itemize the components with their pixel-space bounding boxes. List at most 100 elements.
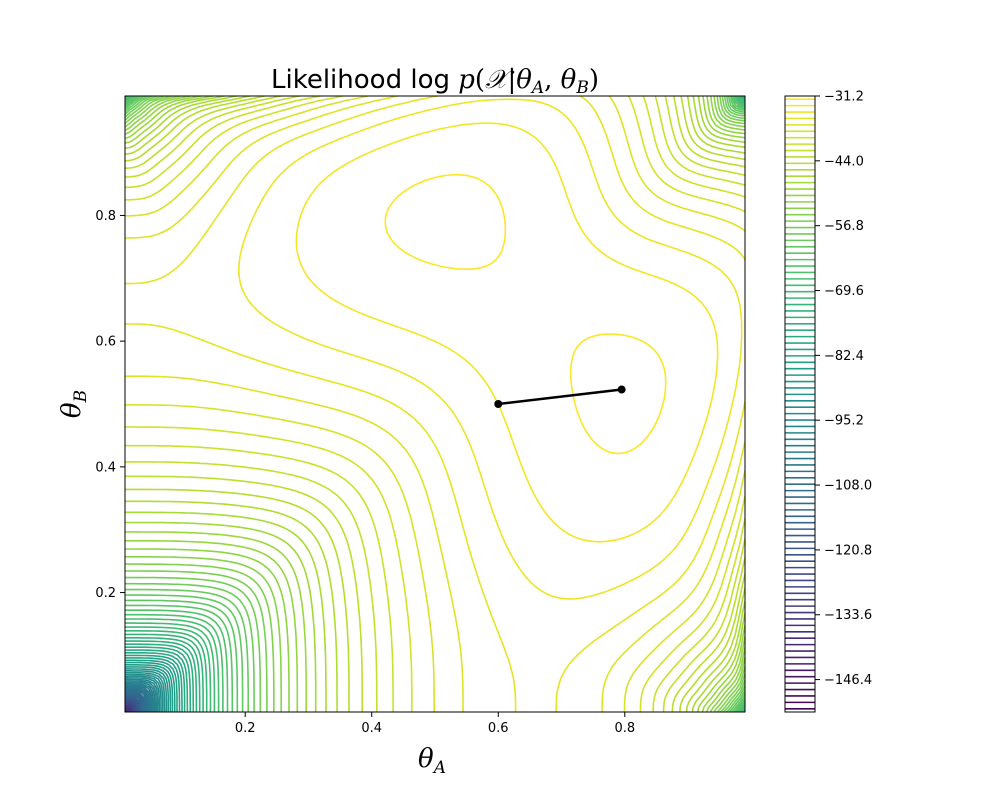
contour-level: [125, 649, 189, 712]
y-tick-label: 0.8: [95, 209, 116, 224]
colorbar-tick-label: −69.6: [824, 284, 864, 299]
contour-level: [125, 96, 745, 712]
contour-level: [125, 96, 745, 712]
contour-level: [125, 96, 745, 712]
y-axis-label: θB: [57, 390, 91, 418]
contour-level: [125, 96, 745, 712]
colorbar-tick-label: −95.2: [824, 414, 864, 429]
contour-level: [125, 695, 143, 712]
contour-level: [295, 122, 719, 543]
plot-area: [124, 95, 746, 713]
contour-level: [125, 96, 745, 712]
contour-level: [125, 690, 147, 712]
contour-level: [125, 681, 156, 712]
plot-frame: [124, 95, 746, 713]
contour-level: [125, 686, 151, 712]
contour-level: [125, 96, 745, 712]
contour-lines: [125, 96, 745, 712]
contour-level: [125, 96, 745, 712]
contour-level: [125, 666, 172, 712]
contour-level: [125, 673, 164, 712]
contour-level: [125, 96, 745, 712]
contour-level: [125, 694, 143, 712]
contour-level: [125, 96, 745, 712]
x-tick-label: 0.6: [488, 721, 509, 736]
contour-level: [125, 96, 745, 712]
contour-level: [125, 651, 186, 712]
x-tick-label: 0.4: [361, 721, 382, 736]
contour-level: [125, 96, 745, 712]
x-axis-label: θA: [418, 744, 446, 778]
contour-level: [125, 96, 745, 712]
colorbar-tick-label: −108.0: [824, 479, 872, 494]
contour-level: [125, 96, 745, 712]
colorbar-tick-label: −56.8: [824, 219, 864, 234]
contour-level: [125, 96, 745, 712]
contour-level: [125, 695, 142, 712]
contour-level: [125, 659, 178, 712]
contour-level: [125, 96, 745, 712]
colorbar-tick-label: −31.2: [824, 90, 864, 105]
path-point: [494, 400, 503, 408]
colorbar-tick-label: −146.4: [824, 673, 872, 688]
y-tick-label: 0.4: [95, 460, 116, 475]
contour-level: [125, 688, 150, 712]
contour-level: [125, 96, 745, 712]
contour-level: [125, 675, 162, 712]
path-point: [617, 385, 626, 394]
contour-level: [125, 677, 161, 712]
contour-level: [125, 683, 155, 712]
x-axis-ticks: 0.2 0.4 0.6 0.8: [235, 712, 635, 736]
contour-level: [125, 96, 745, 712]
contour-level: [125, 693, 144, 712]
contour-level: [125, 96, 745, 712]
chart-title: Likelihood log p(𝒳|θA, θB): [271, 65, 599, 98]
contour-level: [125, 668, 170, 712]
y-tick-label: 0.2: [95, 586, 116, 601]
contour-level: [125, 692, 145, 712]
contour-level: [125, 96, 745, 712]
contour-level: [125, 689, 148, 712]
contour-level: [125, 96, 745, 712]
contour-level: [125, 96, 745, 712]
y-tick-label: 0.6: [95, 335, 116, 350]
contour-level: [125, 96, 745, 712]
contour-level: [125, 657, 181, 712]
contour-level: [125, 96, 745, 712]
colorbar-levels: [785, 98, 815, 710]
contour-level: [125, 685, 152, 712]
contour-level: [125, 96, 745, 712]
em-path: [494, 385, 626, 408]
contour-level: [125, 671, 166, 712]
contour-level: [125, 696, 141, 712]
colorbar-frame: [784, 95, 816, 713]
contour-level: [125, 96, 745, 712]
colorbar-tick-label: −120.8: [824, 543, 872, 558]
contour-level: [125, 96, 745, 712]
contour-level: [384, 174, 667, 455]
contour-level: [125, 96, 745, 712]
x-tick-label: 0.2: [235, 721, 256, 736]
contour-level: [125, 96, 745, 712]
contour-level: [125, 654, 183, 712]
y-axis-ticks: 0.2 0.4 0.6 0.8: [95, 209, 125, 601]
colorbar: −31.2 −44.0 −56.8 −69.6 −82.4 −95.2 −108.0 −120…: [784, 90, 872, 713]
contour-level: [125, 96, 745, 712]
colorbar-tick-label: −44.0: [824, 154, 864, 169]
contour-level: [238, 98, 743, 600]
contour-level: [125, 691, 146, 712]
contour-level: [125, 670, 168, 712]
x-tick-label: 0.8: [614, 721, 635, 736]
contour-level: [125, 684, 153, 712]
contour-level: [125, 96, 745, 712]
colorbar-tick-label: −133.6: [824, 608, 872, 623]
contour-level: [125, 96, 745, 712]
colorbar-ticks: −31.2 −44.0 −56.8 −69.6 −82.4 −95.2 −108.0 −120…: [815, 90, 872, 688]
contour-level: [125, 96, 745, 712]
contour-level: [125, 664, 174, 712]
path-line: [498, 388, 622, 406]
contour-level: [125, 96, 745, 712]
contour-level: [125, 96, 745, 712]
colorbar-tick-label: −82.4: [824, 349, 864, 364]
